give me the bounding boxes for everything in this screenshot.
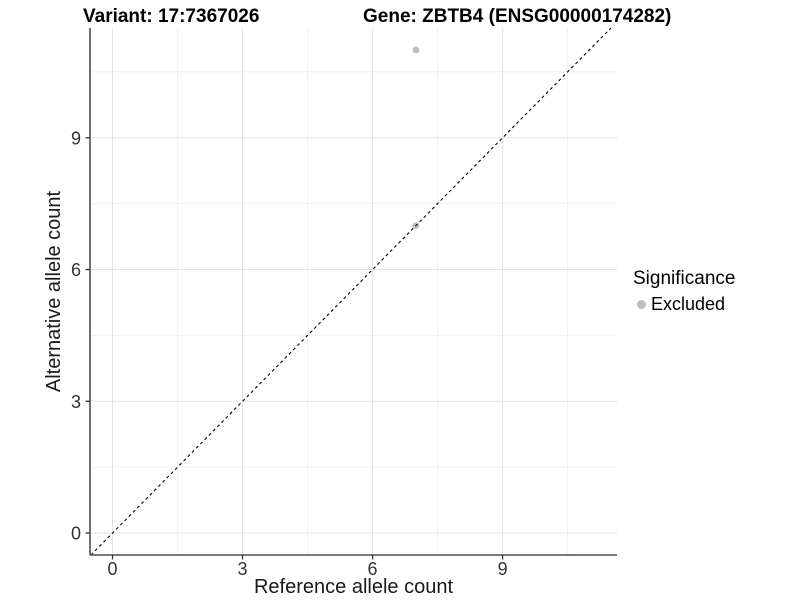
y-tick-label: 6 — [71, 260, 81, 280]
y-tick-label: 3 — [71, 392, 81, 412]
identity-dashed-line — [90, 27, 612, 556]
legend-title: Significance — [633, 268, 736, 289]
plot-title-gene: Gene: ZBTB4 (ENSG00000174282) — [363, 6, 672, 27]
x-tick-label: 3 — [238, 559, 248, 579]
x-tick-label: 6 — [368, 559, 378, 579]
x-axis-title: Reference allele count — [253, 576, 453, 598]
y-axis-title: Alternative allele count — [43, 190, 66, 393]
y-tick-label: 0 — [71, 524, 81, 544]
x-tick-label: 9 — [498, 559, 508, 579]
plot-title-variant: Variant: 17:7367026 — [83, 6, 260, 27]
y-tick-label: 9 — [71, 128, 81, 148]
legend-point-icon — [637, 299, 646, 309]
data-point — [412, 46, 420, 54]
legend: Significance Excluded — [633, 268, 735, 314]
y-axis-title-wrap: Alternative allele count — [44, 28, 66, 555]
legend-entry-label: Excluded — [651, 293, 726, 314]
legend-entry-excluded: Excluded — [633, 294, 735, 314]
x-tick-label: 0 — [108, 559, 118, 579]
